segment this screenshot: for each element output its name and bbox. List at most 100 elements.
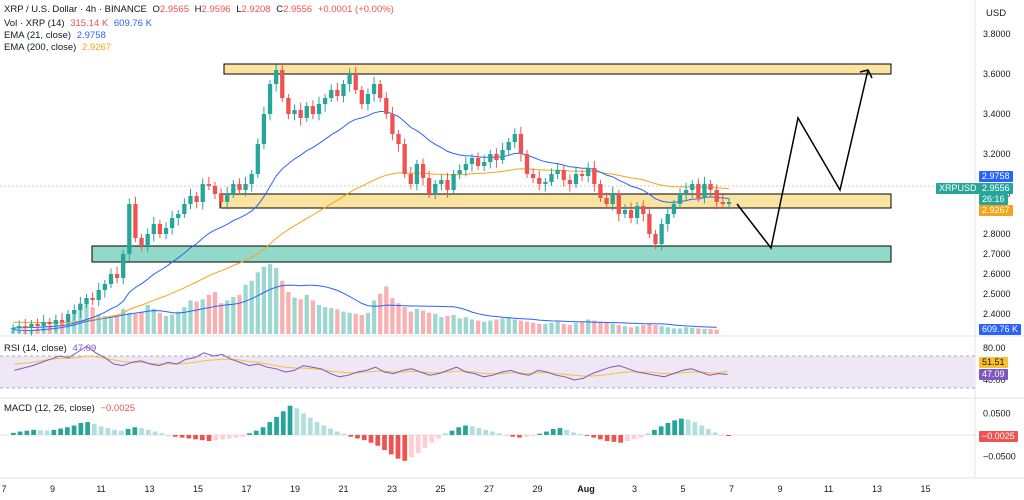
candle xyxy=(170,218,175,228)
candle xyxy=(402,144,407,174)
macd-histogram-bar xyxy=(463,425,468,435)
volume-bar xyxy=(225,300,230,334)
macd-histogram-bar xyxy=(422,435,428,448)
volume-bar xyxy=(365,312,371,334)
volume-bar xyxy=(206,294,211,334)
volume-bar xyxy=(243,284,248,334)
volume-bar xyxy=(567,325,572,334)
macd-histogram-bar xyxy=(429,435,435,443)
volume-bar xyxy=(151,308,156,334)
volume-bar xyxy=(537,323,542,334)
candle xyxy=(316,104,322,114)
currency-label: USD xyxy=(986,8,1007,19)
volume-bar xyxy=(702,328,707,334)
macd-histogram-bar xyxy=(604,435,610,442)
candle xyxy=(35,324,40,326)
candle xyxy=(329,90,334,98)
candle xyxy=(549,174,554,182)
candle xyxy=(249,174,254,184)
volume-bar xyxy=(488,320,493,334)
ema21-legend[interactable]: EMA (21, close) 2.9758 xyxy=(4,30,106,42)
candle xyxy=(176,214,181,218)
time-axis-label: 23 xyxy=(387,484,397,494)
macd-histogram-bar xyxy=(544,431,549,435)
volume-bar xyxy=(610,323,615,334)
macd-histogram-bar xyxy=(517,435,522,438)
macd-histogram-bar xyxy=(274,416,279,435)
candle xyxy=(659,224,664,244)
volume-bar xyxy=(212,292,218,334)
macd-histogram-bar xyxy=(658,426,664,435)
volume-bar xyxy=(683,327,689,334)
candle xyxy=(555,170,560,174)
candle xyxy=(29,324,34,328)
candle xyxy=(426,178,432,194)
rsi-label: RSI (14, close) xyxy=(4,343,67,354)
candle xyxy=(145,234,150,246)
ohlc-open: O2.9565 xyxy=(152,4,189,15)
candle xyxy=(23,326,28,328)
volume-bar xyxy=(384,286,389,334)
volume-bar xyxy=(353,313,358,334)
volume-bar xyxy=(555,321,560,334)
macd-histogram-bar xyxy=(314,422,320,435)
macd-histogram-bar xyxy=(415,435,421,454)
volume-bar xyxy=(267,264,273,334)
macd-histogram-bar xyxy=(226,435,232,439)
volume-bar xyxy=(194,301,199,334)
ema21-line xyxy=(13,110,729,329)
symbol-title[interactable]: XRP / U.S. Dollar · 4h · BINANCE xyxy=(4,4,147,15)
time-axis-label: 9 xyxy=(50,484,55,494)
candle xyxy=(616,194,621,214)
volume-legend[interactable]: Vol · XRP (14) 315.14 K 609.76 K xyxy=(4,18,152,30)
macd-histogram-bar xyxy=(665,422,671,435)
volume-bar xyxy=(506,317,511,334)
candle xyxy=(390,114,395,134)
volume-bar xyxy=(371,300,377,334)
macd-histogram-bar xyxy=(442,433,448,435)
candle xyxy=(255,144,260,174)
ema200-value: 2.9267 xyxy=(81,42,112,53)
time-axis-label: 13 xyxy=(872,484,882,494)
candle xyxy=(212,186,218,194)
candle xyxy=(433,184,438,194)
volume-bar xyxy=(500,318,505,334)
macd-histogram-bar xyxy=(523,435,529,437)
time-axis-label: 29 xyxy=(532,484,542,494)
candle xyxy=(10,328,16,329)
ema21-price-tag: 2.9758 xyxy=(979,171,1013,182)
macd-histogram-bar xyxy=(125,428,131,435)
candle xyxy=(641,206,646,214)
rsi-value: 47.09 xyxy=(72,343,97,354)
candle xyxy=(53,320,59,324)
time-axis-label: 21 xyxy=(338,484,348,494)
macd-histogram-bar xyxy=(294,408,300,435)
volume-bar xyxy=(463,317,468,334)
candle xyxy=(304,106,309,118)
price-axis-label: 2.6000 xyxy=(983,269,1011,279)
ema200-legend[interactable]: EMA (200, close) 2.9267 xyxy=(4,42,111,54)
volume-bar xyxy=(690,327,695,334)
macd-value: −0.0025 xyxy=(100,403,136,414)
rsi-legend[interactable]: RSI (14, close) 47.09 xyxy=(4,343,96,355)
macd-legend[interactable]: MACD (12, 26, close) −0.0025 xyxy=(4,403,135,415)
candle xyxy=(531,174,536,178)
volume-ma-value: 609.76 K xyxy=(113,18,152,29)
candle xyxy=(567,180,572,184)
volume-bar xyxy=(139,311,144,334)
candle xyxy=(127,204,132,254)
candle xyxy=(243,184,248,190)
candle xyxy=(622,210,628,214)
volume-bar xyxy=(659,326,664,334)
candle xyxy=(518,134,524,154)
candle xyxy=(194,196,199,202)
volume-bar xyxy=(322,307,328,334)
candle xyxy=(225,194,230,202)
volume-bar xyxy=(549,322,554,334)
macd-histogram-bar xyxy=(321,425,327,435)
candle xyxy=(671,204,677,214)
time-axis-label: 7 xyxy=(1,484,6,494)
candle xyxy=(677,194,683,204)
macd-histogram-bar xyxy=(348,435,354,437)
